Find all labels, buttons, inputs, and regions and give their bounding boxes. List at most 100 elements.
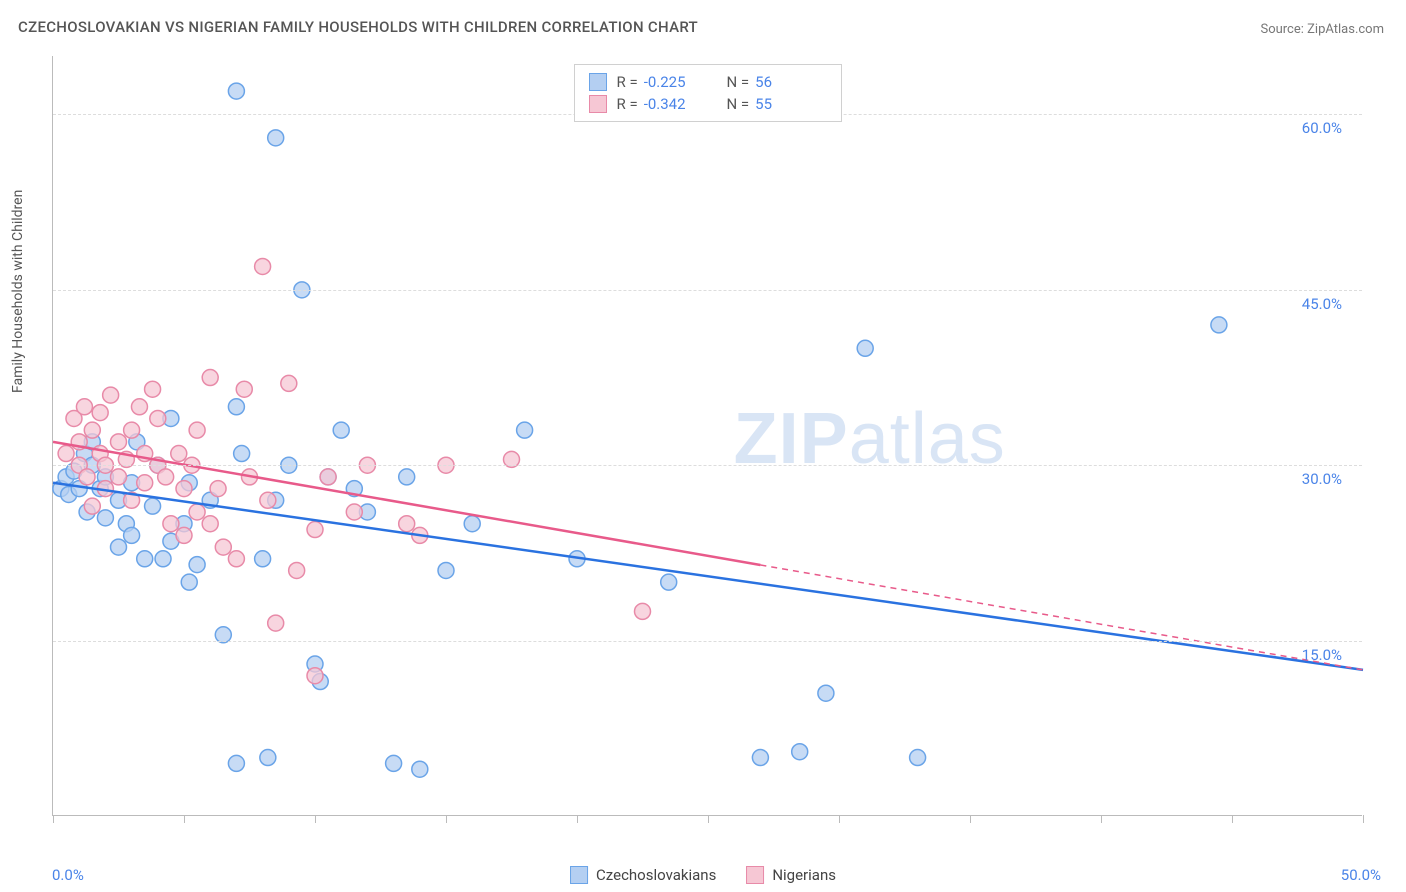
legend-swatch <box>570 866 588 884</box>
data-point <box>111 434 127 450</box>
data-point <box>158 469 174 485</box>
r-label: R = <box>617 95 638 113</box>
x-tick <box>708 815 709 823</box>
data-point <box>228 399 244 415</box>
data-point <box>202 370 218 386</box>
legend-swatch <box>589 73 607 91</box>
data-point <box>438 562 454 578</box>
data-point <box>307 668 323 684</box>
data-point <box>236 381 252 397</box>
data-point <box>661 574 677 590</box>
data-point <box>189 422 205 438</box>
series-legend-item: Nigerians <box>746 866 836 884</box>
data-point <box>234 446 250 462</box>
data-point <box>281 375 297 391</box>
data-point <box>79 469 95 485</box>
data-point <box>124 527 140 543</box>
y-axis-title: Family Households with Children <box>10 190 26 393</box>
data-point <box>111 469 127 485</box>
r-label: R = <box>617 73 638 91</box>
data-point <box>399 516 415 532</box>
data-point <box>910 750 926 766</box>
data-point <box>399 469 415 485</box>
data-point <box>260 492 276 508</box>
trend-line <box>53 483 1363 670</box>
gridline <box>53 641 1362 642</box>
data-point <box>818 685 834 701</box>
data-point <box>752 750 768 766</box>
x-tick <box>53 815 54 823</box>
data-point <box>412 761 428 777</box>
data-point <box>215 539 231 555</box>
data-point <box>137 475 153 491</box>
data-point <box>228 755 244 771</box>
data-point <box>111 539 127 555</box>
gridline <box>53 465 1362 466</box>
y-tick-label: 60.0% <box>1302 119 1342 137</box>
x-tick <box>1363 815 1364 823</box>
n-value: 55 <box>755 95 772 113</box>
r-value: -0.342 <box>644 95 686 113</box>
data-point <box>84 422 100 438</box>
x-tick <box>315 815 316 823</box>
series-legend: Czechoslovakians Nigerians <box>570 866 836 884</box>
data-point <box>145 498 161 514</box>
data-point <box>137 551 153 567</box>
data-point <box>210 481 226 497</box>
x-axis-max-label: 50.0% <box>1341 866 1381 884</box>
x-tick <box>577 815 578 823</box>
data-point <box>84 498 100 514</box>
plot-area: ZIPatlas R = -0.225N = 56R = -0.342N = 5… <box>52 56 1362 816</box>
data-point <box>150 410 166 426</box>
gridline <box>53 290 1362 291</box>
y-tick-label: 30.0% <box>1302 470 1342 488</box>
data-point <box>1211 317 1227 333</box>
correlation-legend: R = -0.225N = 56R = -0.342N = 55 <box>574 64 842 122</box>
x-tick <box>446 815 447 823</box>
series-legend-item: Czechoslovakians <box>570 866 716 884</box>
data-point <box>857 340 873 356</box>
data-point <box>92 405 108 421</box>
data-point <box>333 422 349 438</box>
data-point <box>155 551 171 567</box>
trend-line-extrapolated <box>760 565 1363 670</box>
x-tick <box>1232 815 1233 823</box>
data-point <box>163 516 179 532</box>
data-point <box>517 422 533 438</box>
data-point <box>131 399 147 415</box>
data-point <box>202 516 218 532</box>
data-point <box>181 574 197 590</box>
chart-title: CZECHOSLOVAKIAN VS NIGERIAN FAMILY HOUSE… <box>18 18 698 36</box>
chart-container: CZECHOSLOVAKIAN VS NIGERIAN FAMILY HOUSE… <box>0 0 1406 892</box>
data-point <box>228 551 244 567</box>
legend-row: R = -0.225N = 56 <box>589 71 827 93</box>
data-point <box>268 615 284 631</box>
y-tick-label: 45.0% <box>1302 295 1342 313</box>
x-tick <box>839 815 840 823</box>
source-label: Source: ZipAtlas.com <box>1260 22 1384 37</box>
data-point <box>320 469 336 485</box>
x-tick <box>184 815 185 823</box>
data-point <box>76 399 92 415</box>
y-tick-label: 15.0% <box>1302 646 1342 664</box>
data-point <box>228 83 244 99</box>
data-point <box>176 481 192 497</box>
legend-swatch <box>589 95 607 113</box>
data-point <box>464 516 480 532</box>
data-point <box>792 744 808 760</box>
scatter-plot-svg <box>53 56 1362 815</box>
data-point <box>103 387 119 403</box>
data-point <box>255 258 271 274</box>
legend-swatch <box>746 866 764 884</box>
r-value: -0.225 <box>644 73 686 91</box>
data-point <box>124 422 140 438</box>
x-tick <box>1101 815 1102 823</box>
data-point <box>171 446 187 462</box>
data-point <box>268 130 284 146</box>
data-point <box>635 603 651 619</box>
data-point <box>289 562 305 578</box>
data-point <box>260 750 276 766</box>
n-label: N = <box>727 73 750 91</box>
data-point <box>189 504 205 520</box>
series-name: Czechoslovakians <box>596 866 716 884</box>
